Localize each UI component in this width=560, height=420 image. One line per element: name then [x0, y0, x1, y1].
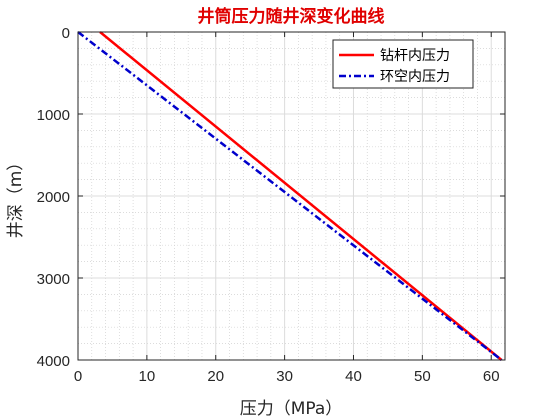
series-layer — [77, 31, 503, 361]
x-tick-label: 40 — [345, 368, 362, 385]
y-tick-label: 4000 — [37, 353, 70, 370]
legend-box — [332, 39, 474, 89]
y-tick-labels: 0 1000 2000 3000 4000 — [37, 25, 70, 370]
x-tick-label: 0 — [74, 368, 82, 385]
x-tick-labels: 0 10 20 30 40 50 60 — [74, 368, 500, 385]
chart-title: 井筒压力随井深变化曲线 — [198, 6, 385, 27]
y-tick-label: 3000 — [37, 271, 70, 288]
x-tick-label: 50 — [414, 368, 431, 385]
x-tick-label: 30 — [276, 368, 293, 385]
y-tick-label: 1000 — [37, 107, 70, 124]
y-axis-title: 井深（m） — [6, 154, 26, 239]
y-tick-label: 0 — [62, 25, 70, 42]
legend-label-drill-pipe: 钻杆内压力 — [380, 48, 450, 64]
x-axis-title: 压力（MPa） — [240, 399, 343, 419]
legend-label-annulus: 环空内压力 — [380, 69, 450, 85]
series-line-drill-pipe — [99, 31, 503, 361]
x-tick-label: 10 — [139, 368, 156, 385]
y-tick-label: 2000 — [37, 189, 70, 206]
series-line-annulus — [77, 31, 503, 361]
legend: 钻杆内压力 环空内压力 — [332, 39, 474, 89]
tick-marks — [77, 31, 505, 361]
x-tick-label: 60 — [483, 368, 500, 385]
x-tick-label: 20 — [207, 368, 224, 385]
